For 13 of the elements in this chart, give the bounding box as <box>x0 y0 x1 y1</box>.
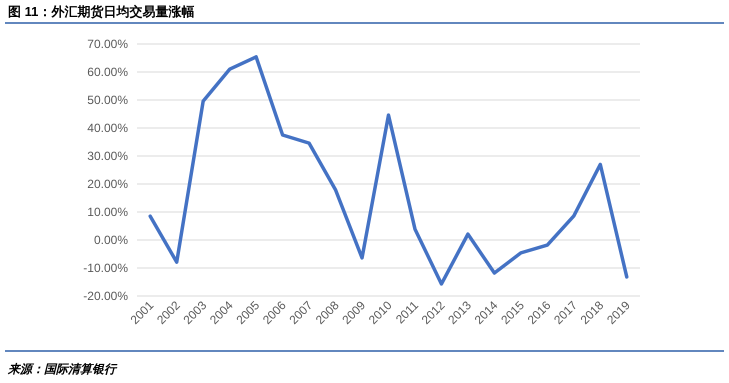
y-tick-label: 30.00% <box>87 149 128 163</box>
y-tick-label: 20.00% <box>87 177 128 191</box>
y-tick-label: 70.00% <box>87 37 128 51</box>
y-tick-label: 50.00% <box>87 93 128 107</box>
y-tick-label: -10.00% <box>83 261 128 275</box>
y-tick-label: 0.00% <box>94 233 128 247</box>
y-tick-label: -20.00% <box>83 289 128 303</box>
y-tick-label: 40.00% <box>87 121 128 135</box>
source-note: 来源：国际清算银行 <box>7 362 118 376</box>
y-tick-label: 60.00% <box>87 65 128 79</box>
y-tick-label: 10.00% <box>87 205 128 219</box>
line-series <box>148 55 629 286</box>
chart-title: 图 11：外汇期货日均交易量涨幅 <box>8 4 194 19</box>
